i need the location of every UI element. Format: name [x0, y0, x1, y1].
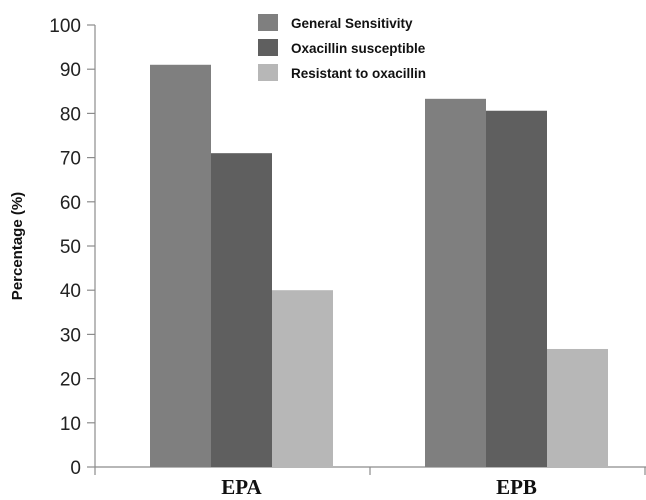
y-tick-label: 70: [60, 149, 81, 170]
legend: General Sensitivity Oxacillin susceptible…: [258, 14, 426, 81]
y-tick-label: 10: [60, 414, 81, 435]
x-category-label: EPA: [221, 475, 262, 499]
legend-swatch: [258, 14, 278, 31]
y-tick-label: 30: [60, 325, 81, 346]
legend-label: Resistant to oxacillin: [291, 66, 426, 81]
labels-layer: 0 10 20 30 40 50 60 70 80 90 100 Percentage (%) EPA E…: [9, 16, 537, 499]
bar: [211, 153, 272, 467]
y-tick-label: 80: [60, 104, 81, 125]
y-tick-label: 40: [60, 281, 81, 302]
y-tick-label: 90: [60, 60, 81, 81]
x-category-label: EPB: [496, 475, 537, 499]
y-tick-label: 60: [60, 193, 81, 214]
bar: [272, 290, 333, 467]
bar: [150, 64, 211, 467]
y-tick-label: 0: [70, 458, 81, 479]
bar: [547, 348, 608, 467]
y-tick-label: 50: [60, 237, 81, 258]
bar: [486, 110, 547, 468]
legend-label: Oxacillin susceptible: [291, 41, 426, 56]
y-tick-label: 20: [60, 370, 81, 391]
legend-swatch: [258, 39, 278, 56]
bar: [425, 98, 486, 468]
legend-label: General Sensitivity: [291, 16, 413, 31]
y-axis-label: Percentage (%): [9, 192, 26, 300]
legend-swatch: [258, 64, 278, 81]
y-tick-label: 100: [49, 16, 81, 37]
bars-layer: [150, 64, 608, 468]
